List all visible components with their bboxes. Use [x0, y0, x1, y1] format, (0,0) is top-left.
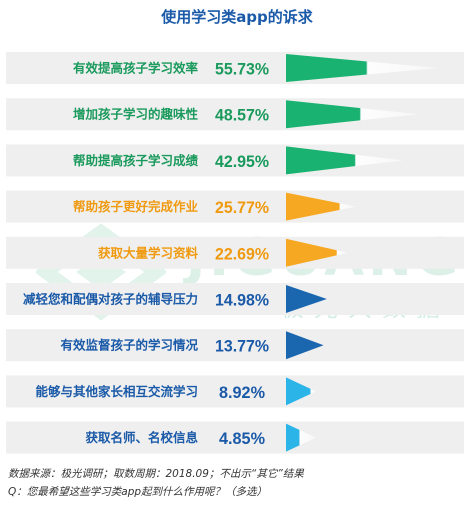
category-label-6: 减轻您和配偶对孩子的辅导压力 — [23, 292, 198, 307]
bar-5 — [286, 238, 348, 267]
value-label-6: 14.98% — [215, 291, 269, 310]
value-label-8: 8.92% — [219, 383, 265, 402]
value-label-3: 42.95% — [215, 152, 269, 171]
bar-6 — [286, 285, 327, 313]
bar-chart: 有效提高孩子学习效率 55.73% 增加孩子学习的趣味性 48.57% 帮助提高孩子学习… — [6, 52, 464, 454]
bar-7 — [286, 331, 324, 360]
value-label-9: 4.85% — [219, 429, 265, 448]
value-label-4: 25.77% — [215, 198, 269, 217]
survey-question-note: Q：您最希望这些学习类app起到什么作用呢？（多选） — [8, 486, 268, 498]
row-band — [6, 329, 464, 362]
category-label-9: 获取名师、名校信息 — [85, 430, 198, 445]
row-band — [6, 421, 464, 454]
value-label-1: 55.73% — [215, 60, 269, 79]
bar-1 — [286, 54, 439, 82]
data-source-note: 数据来源：极光调研；取数周期：2018.09；不出示“其它”结果 — [8, 468, 304, 480]
row-band — [6, 190, 464, 223]
chart-title: 使用学习类app的诉求 — [161, 8, 313, 26]
bar-9 — [286, 423, 316, 452]
category-label-4: 帮助孩子更好完成作业 — [73, 199, 199, 214]
row-band — [6, 283, 464, 315]
row-band — [6, 236, 464, 269]
bar-8 — [286, 377, 316, 406]
category-label-3: 帮助提高孩子学习成绩 — [73, 153, 199, 168]
bar-4 — [286, 192, 357, 221]
category-label-2: 增加孩子学习的趣味性 — [73, 107, 199, 122]
row-band — [6, 375, 464, 408]
value-label-7: 13.77% — [215, 337, 269, 356]
value-label-5: 22.69% — [215, 244, 269, 263]
value-label-2: 48.57% — [215, 106, 269, 125]
category-label-1: 有效提高孩子学习效率 — [73, 61, 199, 76]
bar-3 — [286, 146, 404, 175]
category-label-7: 有效监督孩子的学习情况 — [60, 338, 198, 353]
bar-2 — [286, 100, 419, 129]
category-label-8: 能够与其他家长相互交流学习 — [35, 384, 198, 399]
category-label-5: 获取大量学习资料 — [98, 245, 199, 260]
